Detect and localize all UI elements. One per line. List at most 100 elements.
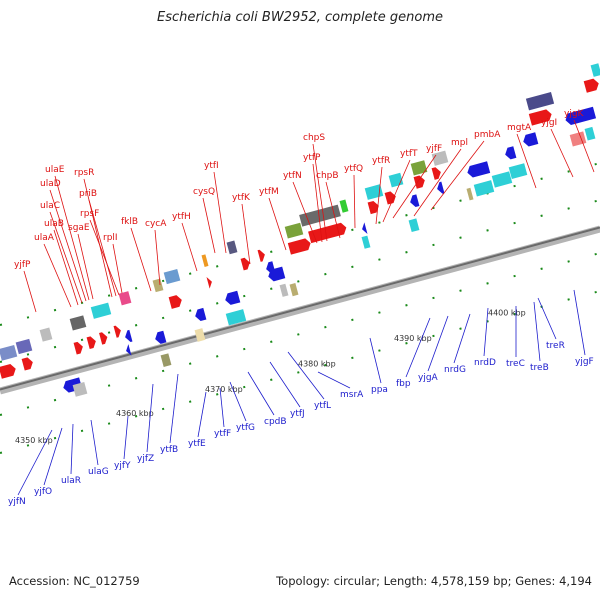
reverse-box-5 xyxy=(279,283,289,297)
label-leader-top xyxy=(550,128,574,178)
forward-gene-11 xyxy=(308,222,347,244)
label-leader-bottom xyxy=(123,415,129,460)
forward-gene-13-arrow xyxy=(384,191,396,205)
forward-gene-2 xyxy=(73,341,83,355)
gene-label-top: ulaE xyxy=(45,165,65,175)
label-leader-top xyxy=(77,233,94,300)
reverse-box-8-rect xyxy=(466,187,474,201)
forward-gene-16-arrow xyxy=(528,109,552,126)
label-leader-top xyxy=(382,159,411,223)
gene-label-bottom: ytfG xyxy=(236,423,255,433)
forward-gene-8-arrow xyxy=(240,257,250,271)
gene-label-bottom: treR xyxy=(546,341,565,351)
gene-label-top: yjgI xyxy=(541,118,557,128)
reverse-box-0 xyxy=(72,382,88,397)
gene-label-bottom: ulaR xyxy=(61,476,81,486)
reverse-box-4-rect xyxy=(289,283,299,297)
forward-box-16 xyxy=(431,150,449,166)
forward-box-0 xyxy=(0,344,18,361)
reverse-box-1 xyxy=(160,353,172,368)
tick-label: 4370 kbp xyxy=(205,385,243,394)
reverse-gene-1 xyxy=(126,344,132,356)
tick-label: 4380 kbp xyxy=(298,360,336,369)
forward-box-8 xyxy=(201,254,209,267)
forward-gene-6 xyxy=(168,295,182,309)
genome-summary: Topology: circular; Length: 4,578,159 bp… xyxy=(276,574,592,588)
forward-gene-11-arrow xyxy=(308,222,347,244)
guide-track-2 xyxy=(0,252,600,416)
forward-box-2 xyxy=(39,327,53,342)
reverse-gene-7-arrow xyxy=(410,194,420,208)
label-leader-top xyxy=(49,189,87,302)
reverse-gene-11-arrow xyxy=(523,132,539,147)
label-leader-top xyxy=(292,181,318,244)
reverse-gene-6-arrow xyxy=(362,222,368,234)
forward-gene-10-arrow xyxy=(287,238,311,255)
gene-label-top: mpl xyxy=(451,138,468,148)
forward-gene-1-arrow xyxy=(21,357,33,371)
label-leader-top xyxy=(392,154,437,219)
forward-box-11-rect xyxy=(299,204,341,227)
forward-gene-12 xyxy=(367,200,379,215)
label-leader-bottom xyxy=(17,429,53,496)
forward-box-12 xyxy=(339,199,349,213)
reverse-box-2 xyxy=(194,328,206,342)
gene-label-top: chpB xyxy=(316,171,339,181)
forward-box-15 xyxy=(410,160,428,176)
label-leader-bottom xyxy=(43,427,63,486)
label-leader-bottom xyxy=(573,289,586,356)
forward-box-1-rect xyxy=(15,338,33,355)
reverse-gene-3-arrow xyxy=(195,307,207,322)
forward-gene-9 xyxy=(257,249,265,262)
label-leader-bottom xyxy=(537,297,557,340)
label-leader-top xyxy=(353,174,356,229)
reverse-box-12-rect xyxy=(569,131,587,147)
reverse-box-11 xyxy=(508,163,528,180)
gene-label-top: rpsR xyxy=(74,168,94,178)
reverse-box-2-rect xyxy=(194,328,206,342)
label-leader-bottom xyxy=(317,371,351,389)
reverse-gene-3 xyxy=(195,307,207,322)
forward-gene-2-arrow xyxy=(73,341,83,355)
gene-label-top: ytfQ xyxy=(344,164,363,174)
label-leader-top xyxy=(83,178,113,298)
gene-label-top: ytfT xyxy=(400,149,418,159)
label-leader-top xyxy=(312,143,328,242)
forward-box-3 xyxy=(69,315,87,331)
gene-label-bottom: ytfE xyxy=(188,439,206,449)
reverse-gene-10-arrow xyxy=(505,146,517,160)
gene-label-top: cycA xyxy=(145,219,167,229)
forward-box-2-rect xyxy=(39,327,53,342)
forward-gene-14-arrow xyxy=(413,175,425,189)
forward-box-8-rect xyxy=(201,254,209,267)
label-leader-top xyxy=(53,229,79,306)
forward-gene-3-arrow xyxy=(86,336,96,349)
gene-label-bottom: ytfF xyxy=(214,429,231,439)
gene-label-top: sgaE xyxy=(68,223,90,233)
forward-gene-0 xyxy=(0,364,16,379)
forward-gene-1 xyxy=(21,357,33,371)
gene-label-top: yjfF xyxy=(426,144,442,154)
reverse-gene-9 xyxy=(467,161,491,178)
forward-box-9 xyxy=(226,240,238,255)
gene-label-bottom: ppa xyxy=(371,385,388,395)
reverse-gene-6 xyxy=(362,222,368,234)
forward-box-7 xyxy=(163,268,181,285)
label-leader-top xyxy=(112,243,123,294)
label-leader-bottom xyxy=(197,391,207,438)
forward-box-5 xyxy=(118,291,132,306)
label-leader-bottom xyxy=(146,383,154,453)
gene-label-top: mgtA xyxy=(507,123,532,133)
forward-box-5-rect xyxy=(118,291,132,306)
forward-box-13-rect xyxy=(364,184,384,200)
forward-box-1 xyxy=(15,338,33,355)
label-leader-top xyxy=(375,166,383,225)
label-leader-top xyxy=(54,175,90,301)
forward-gene-14 xyxy=(413,175,425,189)
label-leader-bottom xyxy=(453,313,471,364)
reverse-box-9 xyxy=(473,180,495,197)
label-leader-bottom xyxy=(269,361,301,408)
forward-gene-7-arrow xyxy=(206,277,212,289)
forward-gene-9-arrow xyxy=(257,249,265,262)
label-leader-bottom xyxy=(247,371,275,416)
